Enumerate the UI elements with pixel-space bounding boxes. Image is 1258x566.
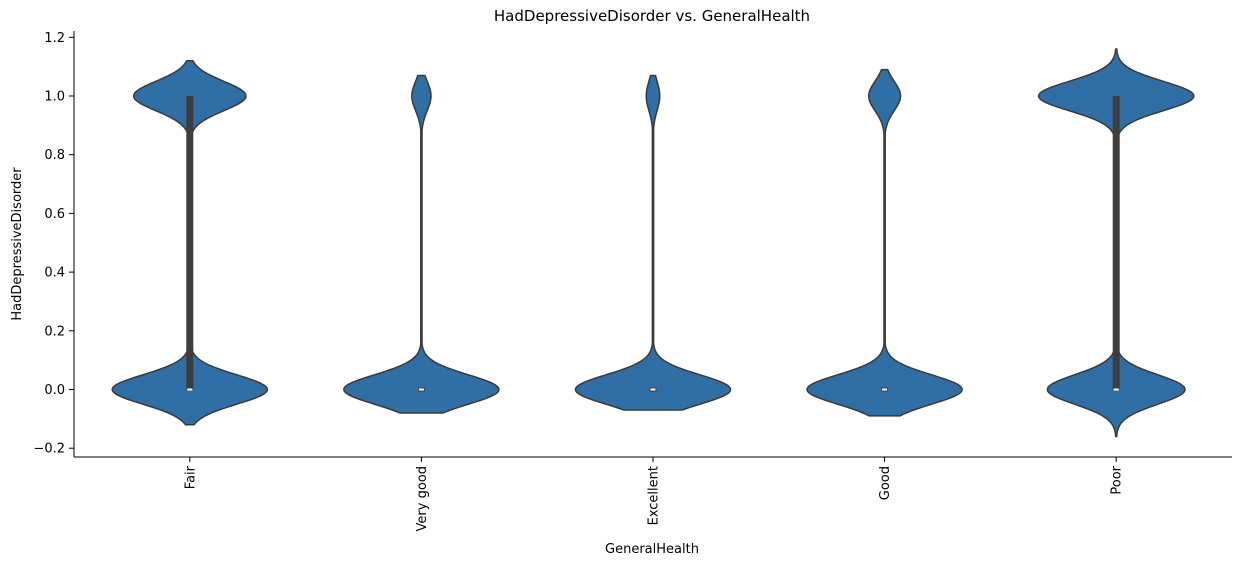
y-tick-label: −0.2 [33,442,65,457]
y-ticks: −0.2 0.0 0.2 0.4 0.6 0.8 1.0 1.2 [33,31,74,457]
violin-median [187,388,193,391]
y-tick-label: 0.6 [44,207,65,222]
y-tick-label: 1.0 [44,90,65,105]
violin-group [111,48,1195,438]
chart-title: HadDepressiveDisorder vs. GeneralHealth [494,7,810,25]
violin-very-good [343,74,500,414]
y-tick-label: 0.8 [44,148,65,163]
violin-median [650,388,656,391]
y-tick-label: 0.0 [44,383,65,398]
violin-good [806,68,963,417]
violin-median [1113,388,1119,391]
x-tick-label: Good [878,466,893,500]
x-tick-label: Poor [1110,465,1125,494]
x-tick-label: Very good [415,466,430,531]
x-ticks: Fair Very good Excellent Good Poor [183,457,1125,531]
violin-iqr-box [1112,96,1120,390]
x-tick-label: Fair [183,465,198,489]
y-tick-label: 0.2 [44,324,65,339]
violin-iqr-box [186,96,194,390]
x-axis-title: GeneralHealth [605,542,699,557]
y-tick-label: 0.4 [44,266,65,281]
y-tick-label: 1.2 [44,31,65,46]
violin-median [882,388,888,391]
x-tick-label: Excellent [647,466,662,525]
y-axis-title: HadDepressiveDisorder [10,167,25,321]
violin-excellent [574,74,732,411]
violin-median [418,388,424,391]
